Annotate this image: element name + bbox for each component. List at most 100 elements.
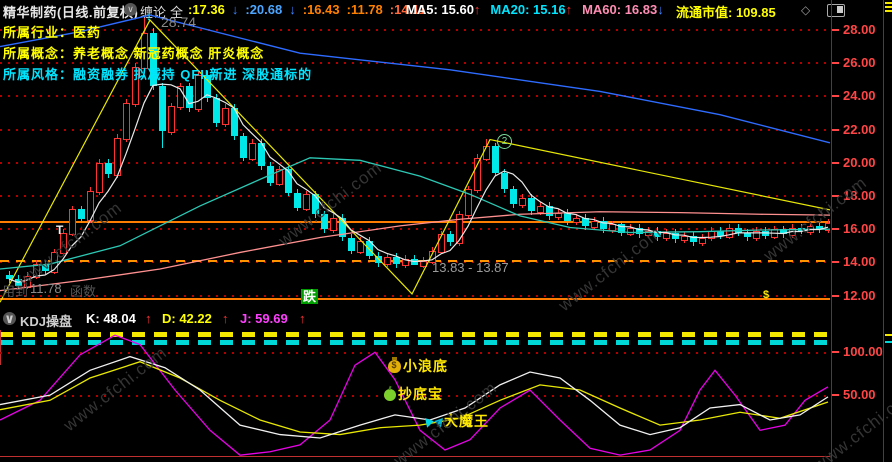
price-axis-label: 28.00: [843, 22, 876, 37]
price-gridline: [0, 29, 830, 31]
candle: [204, 74, 211, 99]
ma-value: MA60: 16.83↓: [582, 2, 664, 17]
price-axis-label: 12.00: [843, 287, 876, 303]
candle: [573, 217, 580, 223]
j-up-arrow-icon: ↑: [299, 311, 306, 326]
candle: [528, 197, 535, 211]
candle: [546, 205, 553, 216]
time-axis-tick: [0, 340, 1, 345]
candle: [132, 66, 139, 106]
d-up-arrow-icon: ↑: [222, 311, 229, 326]
candle: [465, 189, 472, 217]
kdj-gridline: [0, 352, 830, 355]
peak-marker-arrow-icon: ↓: [146, 9, 152, 23]
axis-tick-mark: [832, 195, 839, 197]
strip-mark: [885, 334, 892, 336]
candle: [681, 235, 688, 242]
chevron-down-icon[interactable]: ∨: [3, 311, 16, 326]
candle: [537, 205, 544, 213]
price-gridline: [0, 228, 830, 231]
time-axis-tick: [0, 345, 1, 350]
kdj-d-value: D: 42.22: [162, 311, 212, 326]
candle: [258, 142, 265, 167]
menu-grip-icon: [885, 2, 892, 4]
candle: [195, 74, 202, 110]
kdj-j-line: [0, 334, 829, 456]
axis-tick-mark: [832, 294, 839, 297]
candle: [321, 214, 328, 230]
candle: [627, 227, 634, 235]
axis-tick-mark: [832, 228, 839, 231]
price-gridline: [0, 161, 830, 164]
candle: [96, 162, 103, 194]
ma-values: MA5: 15.60↑ MA20: 15.16↑ MA60: 16.83↓: [406, 2, 664, 17]
time-axis-tick: [0, 355, 1, 360]
watermark-fragment-right: 函数: [70, 284, 97, 299]
candle: [393, 256, 400, 265]
candle: [816, 225, 823, 230]
ma60-line: [0, 211, 830, 292]
ma20-line: [0, 157, 830, 270]
stock-title: 精华制药(日线.前复权): [3, 5, 139, 20]
k-up-arrow-icon: ↑: [145, 311, 152, 326]
price-axis-label: 22.00: [843, 121, 876, 137]
kdj-upper-dash-band: [0, 332, 830, 337]
chan-value: :11.78: [346, 2, 383, 17]
apple-icon: [384, 389, 396, 401]
kdj-indicator-chart[interactable]: [0, 330, 830, 458]
candle: [240, 136, 247, 158]
kdj-signal-label: 大魔王: [426, 411, 489, 431]
chan-values: :17.36 ↓:20.68 ↓:16.43:11.78:14.11: [188, 2, 426, 17]
candle: [294, 192, 301, 208]
ma-value: MA20: 15.16↑: [490, 2, 573, 17]
price-axis-label: 26.00: [843, 55, 876, 71]
candle: [564, 212, 571, 221]
candle: [582, 217, 589, 226]
kdj-signal-label: 抄底宝: [384, 384, 443, 404]
candle: [6, 274, 13, 279]
kdj-signal-label: 小浪底: [388, 356, 448, 376]
strip-mark: [885, 341, 892, 343]
candle: [33, 264, 40, 278]
candle: [303, 194, 310, 210]
kdj-d-line: [0, 361, 829, 436]
menu-grip-icon: [885, 10, 892, 12]
candle: [618, 224, 625, 233]
candle: [474, 157, 481, 192]
candle: [591, 220, 598, 228]
price-axis-label: 24.00: [843, 88, 876, 104]
top-info-bar: 精华制药(日线.前复权) ∨ 缠论 全 :17.36 ↓:20.68 ↓:16.43…: [0, 0, 892, 20]
candle: [636, 227, 643, 235]
kdj-title[interactable]: KDJ操盘: [20, 314, 73, 329]
candle: [123, 103, 130, 140]
axis-tick-mark: [832, 394, 839, 397]
candle: [492, 146, 499, 173]
axis-tick-mark: [832, 62, 839, 65]
peak-price-label: 28.74: [161, 14, 197, 30]
main-candlestick-chart[interactable]: [0, 0, 830, 309]
candle: [168, 106, 175, 134]
time-axis-tick: [0, 330, 1, 335]
chan-scope-label: 全: [170, 5, 184, 20]
candle: [42, 264, 49, 271]
candle: [78, 209, 85, 220]
candle: [384, 256, 391, 266]
chan-value: :20.68: [245, 2, 283, 17]
price-gridline: [0, 195, 830, 197]
candle: [690, 235, 697, 243]
candle: [69, 209, 76, 235]
fall-signal-tag: 跌: [301, 289, 319, 304]
time-axis-tick: [0, 360, 1, 365]
split-window-icon[interactable]: [827, 4, 845, 17]
candle: [717, 230, 724, 236]
circled-2-annotation: 2: [497, 134, 512, 149]
diamond-icon[interactable]: ◇: [801, 3, 811, 17]
dollar-marker: $: [763, 289, 770, 301]
candle: [456, 214, 463, 245]
candle: [222, 108, 229, 125]
edge-scroll-strip[interactable]: [884, 0, 892, 462]
candle: [105, 162, 112, 175]
candle: [213, 98, 220, 123]
chevron-down-icon[interactable]: ∨: [124, 3, 137, 16]
axis-tick-mark: [832, 161, 839, 164]
